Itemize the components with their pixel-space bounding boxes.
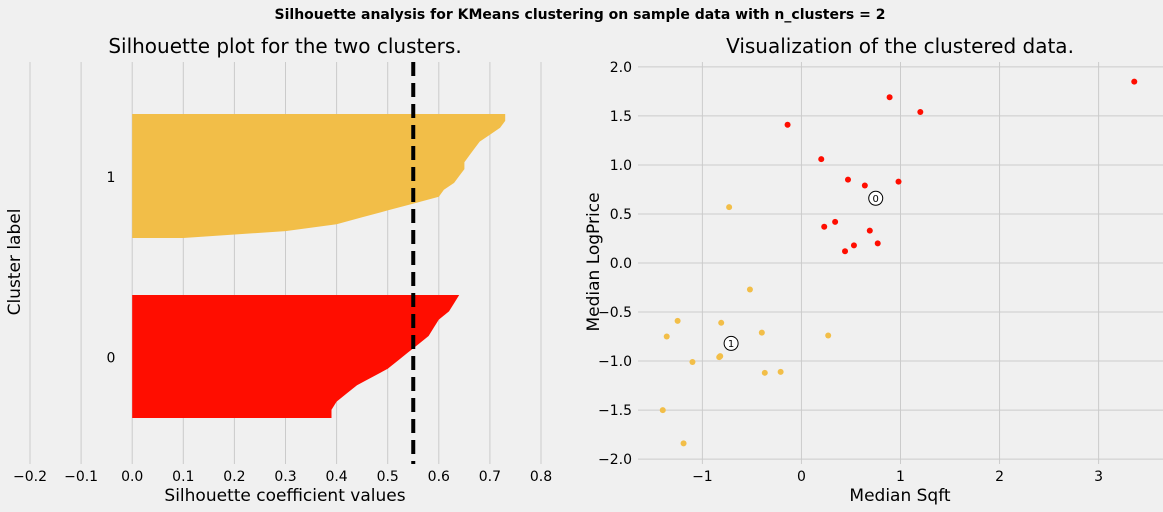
scatter-point-cluster-0 [866,227,873,234]
scatter-point-cluster-1 [777,368,784,375]
scatter-point-cluster-1 [674,317,681,324]
scatter-point-cluster-0 [886,94,893,101]
cluster-center-marker [723,335,739,351]
scatter-point-cluster-0 [784,121,791,128]
scatter-point-cluster-1 [761,369,768,376]
cluster-centers: 01 [723,190,884,351]
scatter-point-cluster-1 [746,286,753,293]
silhouette-x-tick-label: 0.0 [121,469,143,485]
scatter-x-label: Median Sqft [849,486,951,506]
scatter-y-tick-label: −0.5 [598,305,632,321]
scatter-x-tick-label: 0 [797,469,806,485]
scatter-points [659,78,1138,447]
scatter-point-cluster-0 [917,109,924,116]
silhouette-x-tick-label: −0.1 [64,469,98,485]
scatter-y-tick-label: −1.5 [598,403,632,419]
scatter-point-cluster-1 [718,319,725,326]
scatter-point-cluster-1 [689,359,696,366]
silhouette-x-tick-label: 0.7 [479,469,501,485]
scatter-gridlines [638,62,1163,464]
scatter-point-cluster-1 [825,332,832,339]
scatter-y-tick-label: 0.0 [610,256,632,272]
scatter-point-cluster-1 [726,204,733,211]
silhouette-x-ticks: −0.2 −0.1 0.0 0.1 0.2 0.3 0.4 0.5 0.6 0.7 0.8 [13,469,552,485]
scatter-point-cluster-1 [663,333,670,340]
scatter-y-tick-label: 1.0 [610,158,632,174]
silhouette-x-tick-label: 0.8 [530,469,552,485]
silhouette-y-ticks: 01 [107,170,116,367]
scatter-point-cluster-0 [850,242,857,249]
silhouette-y-tick-label: 0 [107,351,116,367]
scatter-x-ticks: −1 0 1 2 3 [692,469,1103,485]
silhouette-y-label: Cluster label [5,209,25,316]
scatter-point-cluster-0 [861,182,868,189]
silhouette-area-cluster-1 [132,114,506,238]
scatter-point-cluster-1 [758,329,765,336]
silhouette-x-tick-label: 0.3 [274,469,296,485]
scatter-y-tick-label: 0.5 [610,207,632,223]
cluster-center-label: 1 [728,339,734,350]
silhouette-x-tick-label: 0.5 [377,469,399,485]
silhouette-x-tick-label: 0.4 [325,469,347,485]
scatter-axes: Visualization of the clustered data. −1 0… [584,34,1163,506]
figure-suptitle: Silhouette analysis for KMeans clusterin… [275,7,886,23]
scatter-title: Visualization of the clustered data. [726,34,1074,58]
scatter-y-label: Median LogPrice [584,192,604,331]
silhouette-x-tick-label: 0.1 [172,469,194,485]
scatter-y-tick-label: 2.0 [610,60,632,76]
cluster-center-marker [868,190,884,206]
silhouette-x-tick-label: 0.6 [428,469,450,485]
silhouette-x-label: Silhouette coefficient values [164,486,405,506]
scatter-point-cluster-1 [716,354,723,361]
scatter-point-cluster-1 [659,407,666,414]
scatter-x-tick-label: 1 [896,469,905,485]
scatter-y-tick-label: −1.0 [598,354,632,370]
silhouette-x-tick-label: −0.2 [13,469,47,485]
scatter-x-tick-label: −1 [692,469,713,485]
scatter-point-cluster-1 [680,440,687,447]
scatter-point-cluster-0 [874,240,881,247]
scatter-point-cluster-0 [895,178,902,185]
silhouette-x-tick-label: 0.2 [223,469,245,485]
scatter-point-cluster-0 [818,156,825,163]
silhouette-title: Silhouette plot for the two clusters. [108,34,461,58]
scatter-y-ticks: −2.0 −1.5 −1.0 −0.5 0.0 0.5 1.0 1.5 2.0 [598,60,632,468]
scatter-x-tick-label: 3 [1094,469,1103,485]
silhouette-axes: Silhouette plot for the two clusters. −0… [5,34,552,506]
scatter-y-tick-label: −2.0 [598,452,632,468]
scatter-point-cluster-0 [821,223,828,230]
scatter-y-tick-label: 1.5 [610,109,632,125]
silhouette-area-cluster-0 [132,295,460,418]
scatter-point-cluster-0 [1131,78,1138,85]
silhouette-y-tick-label: 1 [107,170,116,186]
scatter-point-cluster-0 [842,248,849,255]
scatter-point-cluster-0 [845,176,851,183]
silhouette-areas [132,114,506,418]
scatter-point-cluster-0 [832,218,839,225]
cluster-center-label: 0 [873,194,879,205]
scatter-x-tick-label: 2 [995,469,1004,485]
